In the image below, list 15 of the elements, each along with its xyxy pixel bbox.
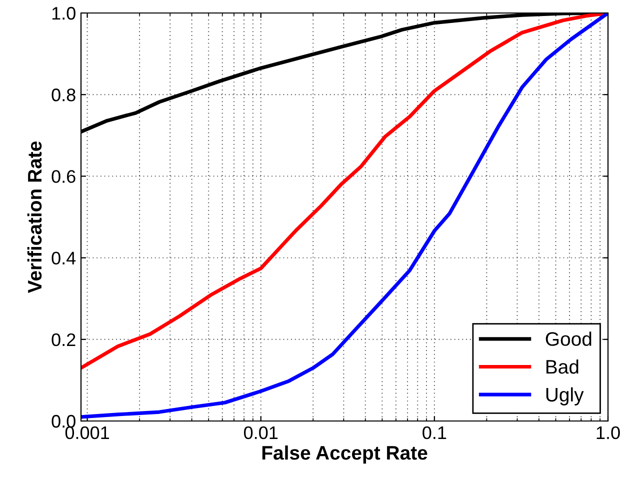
legend-label: Bad bbox=[546, 359, 578, 374]
x-tick-label: 0.1 bbox=[422, 426, 446, 440]
x-axis-title: False Accept Rate bbox=[262, 445, 428, 464]
y-tick-label: 0.2 bbox=[52, 333, 76, 346]
y-tick-label: 0.4 bbox=[52, 252, 76, 265]
x-tick-label: 1.0 bbox=[596, 426, 620, 440]
y-axis-title: Verification Rate bbox=[27, 141, 42, 294]
y-tick-label: 0.8 bbox=[52, 88, 76, 102]
y-tick-label: 1.0 bbox=[52, 6, 76, 20]
y-tick-label: 0.6 bbox=[52, 170, 76, 183]
legend-label: Good bbox=[546, 332, 592, 346]
y-tick-label: 0.0 bbox=[52, 414, 76, 428]
legend-label: Ugly bbox=[546, 387, 584, 406]
x-tick-label: 0.01 bbox=[244, 426, 278, 440]
x-tick-label: 0.001 bbox=[65, 426, 109, 440]
